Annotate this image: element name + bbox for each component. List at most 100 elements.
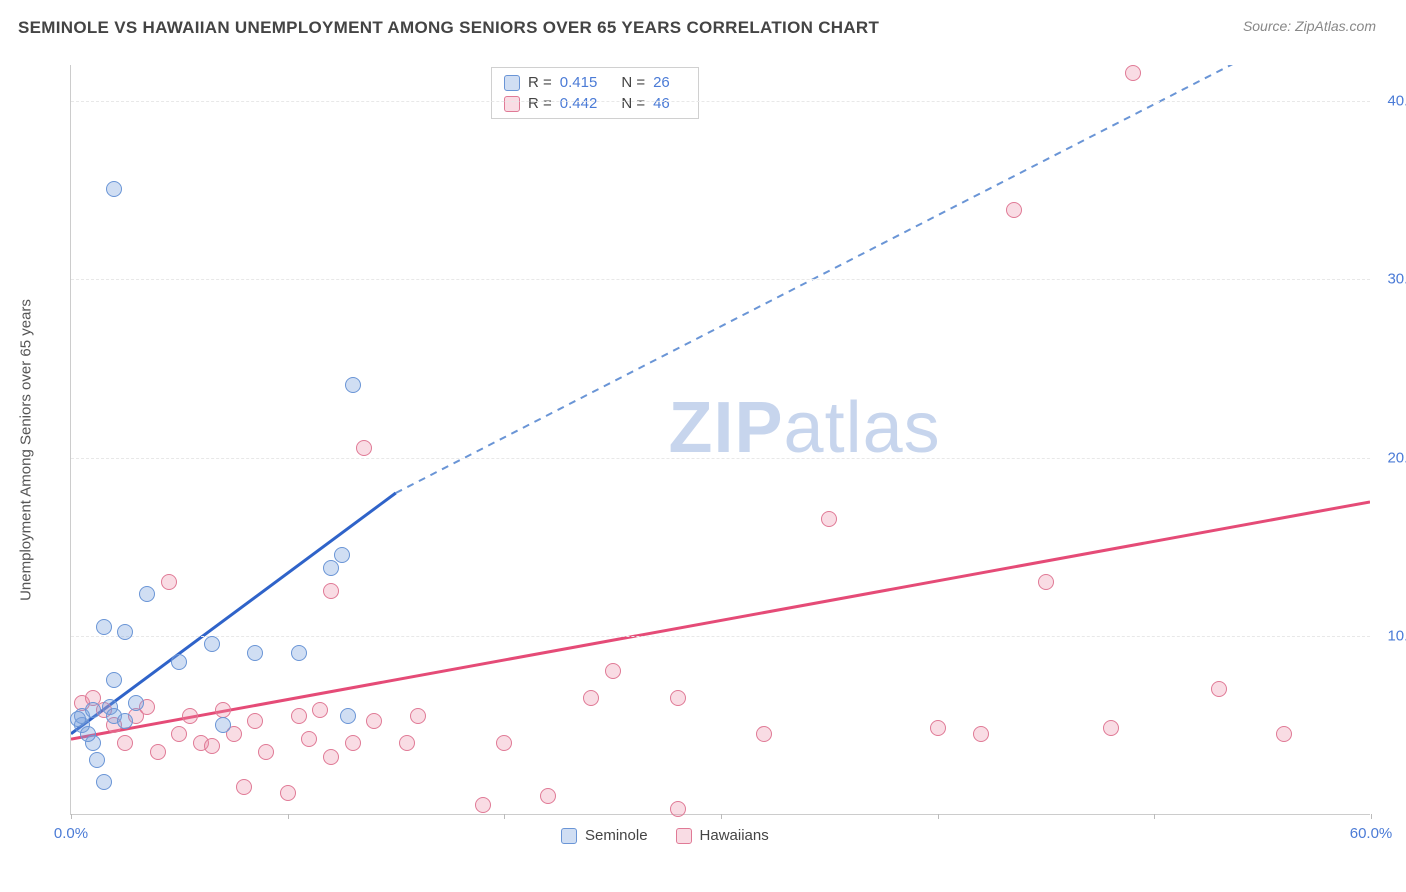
source-label: Source: ZipAtlas.com [1243, 18, 1376, 34]
legend-swatch [504, 75, 520, 91]
n-value: 46 [653, 95, 670, 112]
data-point [670, 801, 686, 817]
legend-item: Seminole [561, 827, 648, 844]
data-point [334, 547, 350, 563]
data-point [96, 619, 112, 635]
legend-swatch [676, 828, 692, 844]
x-tick [721, 814, 722, 819]
data-point [258, 744, 274, 760]
data-point [1276, 726, 1292, 742]
data-point [583, 690, 599, 706]
data-point [139, 586, 155, 602]
data-point [117, 735, 133, 751]
data-point [356, 440, 372, 456]
r-label: R = [528, 74, 552, 91]
watermark: ZIPatlas [669, 387, 941, 469]
data-point [366, 713, 382, 729]
data-point [340, 708, 356, 724]
chart-area: Unemployment Among Seniors over 65 years… [50, 55, 1390, 845]
data-point [182, 708, 198, 724]
legend-row: R = 0.442 N = 46 [504, 93, 686, 114]
data-point [280, 785, 296, 801]
data-point [236, 779, 252, 795]
data-point [85, 702, 101, 718]
data-point [128, 695, 144, 711]
data-point [117, 624, 133, 640]
chart-title: SEMINOLE VS HAWAIIAN UNEMPLOYMENT AMONG … [18, 18, 879, 38]
data-point [161, 574, 177, 590]
data-point [89, 752, 105, 768]
legend-label: Seminole [585, 827, 648, 844]
data-point [475, 797, 491, 813]
data-point [215, 717, 231, 733]
data-point [1103, 720, 1119, 736]
data-point [973, 726, 989, 742]
y-tick-label: 40.0% [1387, 92, 1406, 109]
data-point [70, 711, 86, 727]
y-tick-label: 20.0% [1387, 449, 1406, 466]
data-point [821, 511, 837, 527]
legend-swatch [504, 96, 520, 112]
data-point [247, 713, 263, 729]
data-point [1038, 574, 1054, 590]
gridline [71, 636, 1370, 637]
data-point [1211, 681, 1227, 697]
data-point [345, 735, 361, 751]
correlation-legend: R = 0.415 N = 26 R = 0.442 N = 46 [491, 67, 699, 119]
data-point [301, 731, 317, 747]
data-point [756, 726, 772, 742]
legend-swatch [561, 828, 577, 844]
data-point [930, 720, 946, 736]
r-label: R = [528, 95, 552, 112]
x-tick [71, 814, 72, 819]
r-value: 0.415 [560, 74, 598, 91]
x-tick [1371, 814, 1372, 819]
data-point [605, 663, 621, 679]
data-point [410, 708, 426, 724]
data-point [1125, 65, 1141, 81]
legend-label: Hawaiians [700, 827, 769, 844]
data-point [323, 560, 339, 576]
data-point [399, 735, 415, 751]
plot-region: ZIPatlas R =0.415N =26R =0.442N =46 Semi… [70, 65, 1370, 815]
n-value: 26 [653, 74, 670, 91]
data-point [323, 583, 339, 599]
data-point [540, 788, 556, 804]
data-point [312, 702, 328, 718]
x-tick [1154, 814, 1155, 819]
data-point [106, 181, 122, 197]
data-point [204, 738, 220, 754]
data-point [323, 749, 339, 765]
data-point [670, 690, 686, 706]
gridline [71, 458, 1370, 459]
data-point [247, 645, 263, 661]
n-label: N = [621, 74, 645, 91]
data-point [496, 735, 512, 751]
x-tick [288, 814, 289, 819]
y-tick-label: 30.0% [1387, 271, 1406, 288]
x-tick-label: 60.0% [1350, 825, 1393, 842]
x-tick [938, 814, 939, 819]
n-label: N = [621, 95, 645, 112]
x-tick-label: 0.0% [54, 825, 88, 842]
y-tick-label: 10.0% [1387, 628, 1406, 645]
data-point [150, 744, 166, 760]
series-legend: Seminole Hawaiians [561, 827, 769, 844]
y-axis-label: Unemployment Among Seniors over 65 years [18, 299, 35, 601]
trend-lines [71, 65, 1370, 814]
gridline [71, 101, 1370, 102]
data-point [345, 377, 361, 393]
data-point [117, 713, 133, 729]
data-point [106, 672, 122, 688]
data-point [1006, 202, 1022, 218]
data-point [80, 726, 96, 742]
data-point [171, 726, 187, 742]
r-value: 0.442 [560, 95, 598, 112]
legend-item: Hawaiians [676, 827, 769, 844]
data-point [171, 654, 187, 670]
data-point [291, 708, 307, 724]
data-point [291, 645, 307, 661]
legend-row: R = 0.415 N = 26 [504, 72, 686, 93]
data-point [204, 636, 220, 652]
gridline [71, 279, 1370, 280]
